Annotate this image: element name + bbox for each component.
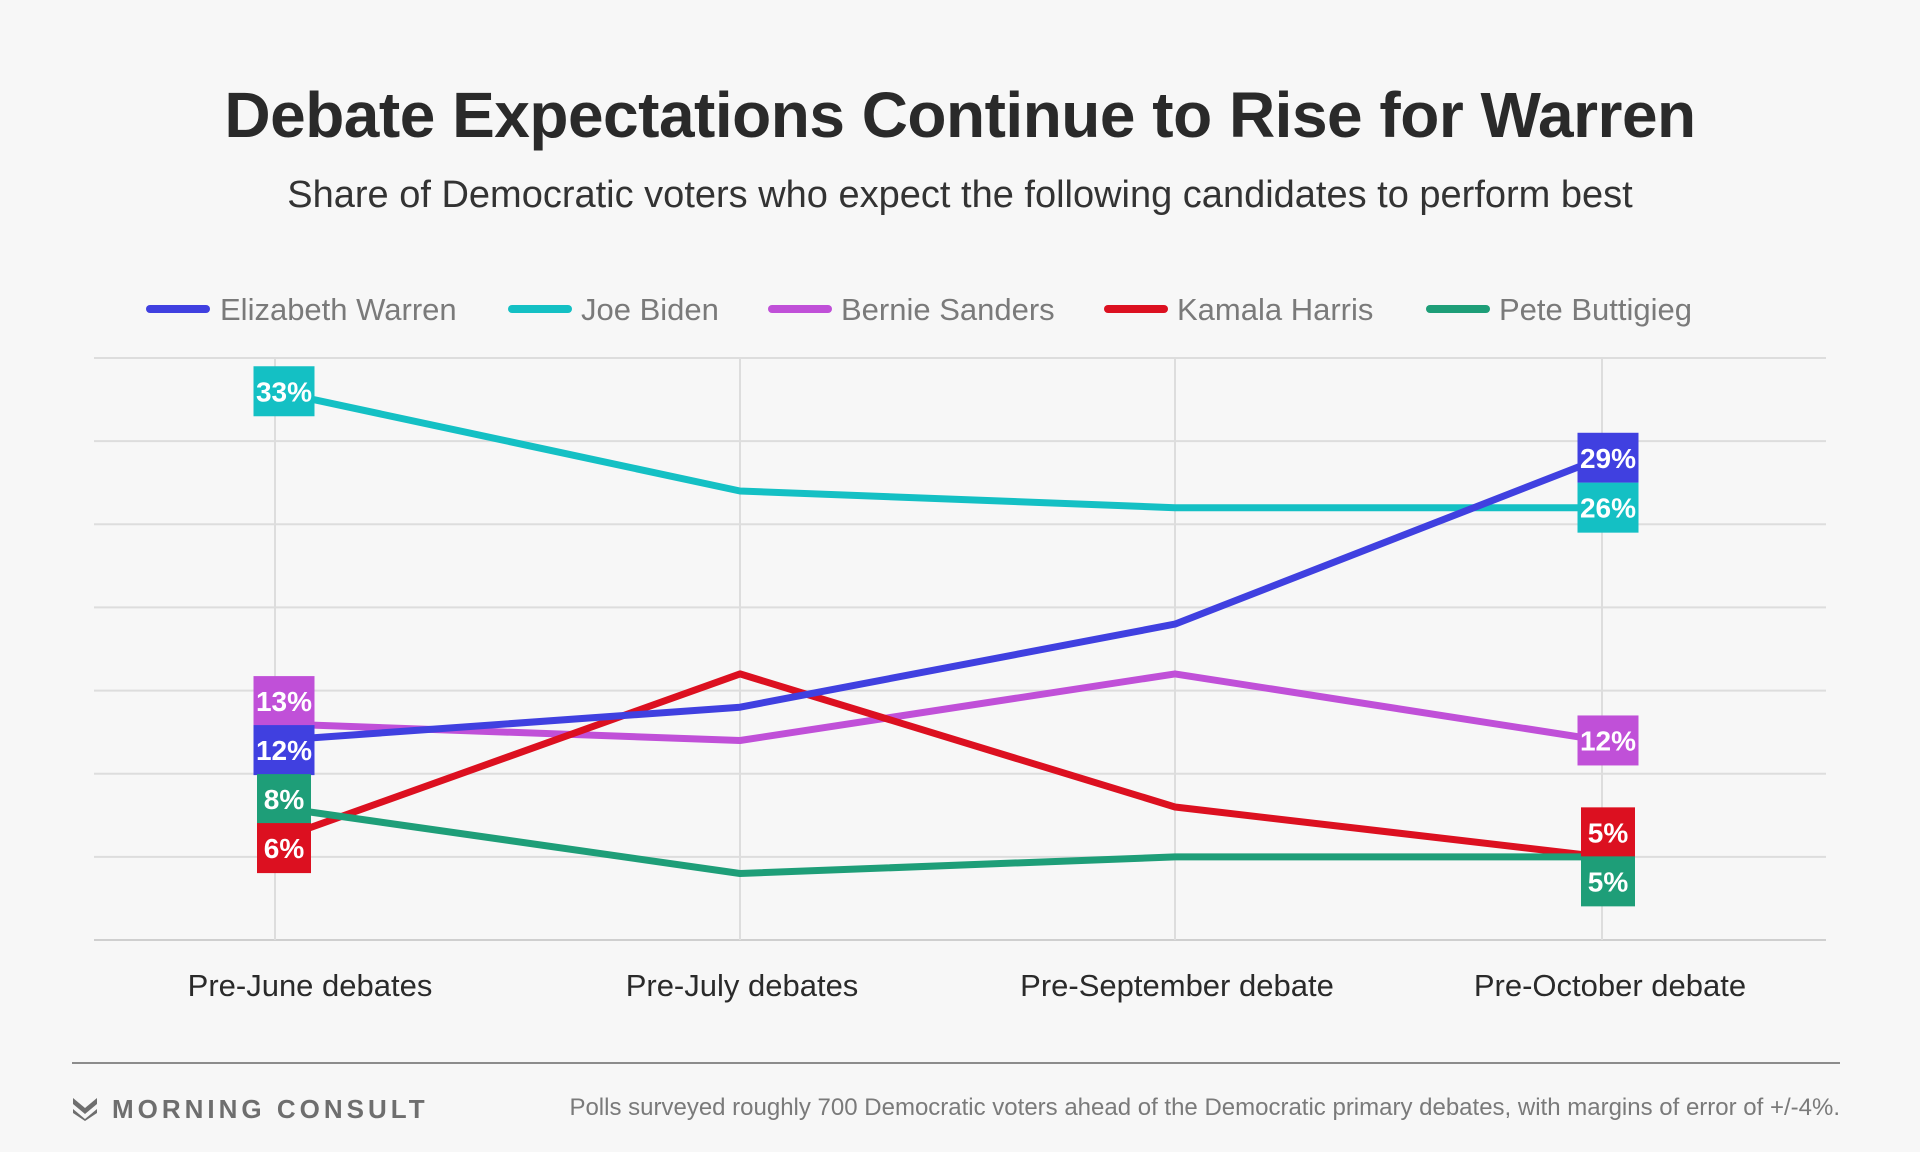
data-label-text: 5% [1588,817,1629,848]
data-label-text: 5% [1588,866,1629,897]
data-label-box [257,823,311,874]
data-label-box [253,725,315,776]
x-tick-label: Pre-July debates [626,968,859,1003]
series-line [271,803,1606,877]
series-lines [271,387,1606,877]
data-label-box [253,676,315,727]
data-label-box [257,774,311,825]
line-chart: Pre-June debates Pre-July debates Pre-Sept… [94,292,1826,1003]
data-label-box [1577,432,1639,483]
data-label: 12% [1577,715,1639,766]
data-label: 5% [1581,856,1635,907]
legend-label: Pete Buttigieg [1499,292,1692,327]
series-line [271,670,1606,861]
legend: Elizabeth Warren Joe Biden Bernie Sanders K… [146,292,1692,327]
x-tick-label: Pre-June debates [188,968,433,1003]
x-tick-label: Pre-September debate [1020,968,1334,1003]
data-label-text: 6% [264,833,305,864]
series-line [271,454,1606,744]
legend-label: Kamala Harris [1177,292,1373,327]
chart-subtitle: Share of Democratic voters who expect th… [287,174,1633,216]
data-label-text: 8% [264,784,305,815]
brand-logo: MORNING CONSULT [72,1092,429,1126]
data-label-box [1577,482,1639,533]
data-label: 5% [1581,807,1635,858]
data-label: 13% [253,676,315,727]
data-label-box [1577,715,1639,766]
chart-title: Debate Expectations Continue to Rise for… [224,79,1696,151]
brand-name: MORNING CONSULT [112,1093,429,1124]
data-label: 29% [1577,432,1639,483]
legend-label: Bernie Sanders [841,292,1055,327]
data-label-box [1581,807,1635,858]
series-line [271,670,1606,744]
data-label-text: 12% [256,735,312,766]
data-label: 6% [257,823,311,874]
data-label: 26% [1577,482,1639,533]
data-label-box [253,366,315,417]
data-label-text: 26% [1580,493,1636,524]
data-label: 33% [253,366,315,417]
morning-consult-logo-icon [73,1098,97,1121]
data-label-text: 29% [1580,443,1636,474]
legend-label: Elizabeth Warren [220,292,457,327]
data-label-text: 33% [256,376,312,407]
data-label: 12% [253,725,315,776]
footnote: Polls surveyed roughly 700 Democratic vo… [569,1094,1840,1121]
series-line [271,387,1606,512]
legend-label: Joe Biden [581,292,719,327]
x-tick-label: Pre-October debate [1474,968,1746,1003]
data-label: 8% [257,774,311,825]
data-label-box [1581,856,1635,907]
data-label-text: 12% [1580,725,1636,756]
data-label-text: 13% [256,686,312,717]
footer-divider [72,1062,1840,1064]
